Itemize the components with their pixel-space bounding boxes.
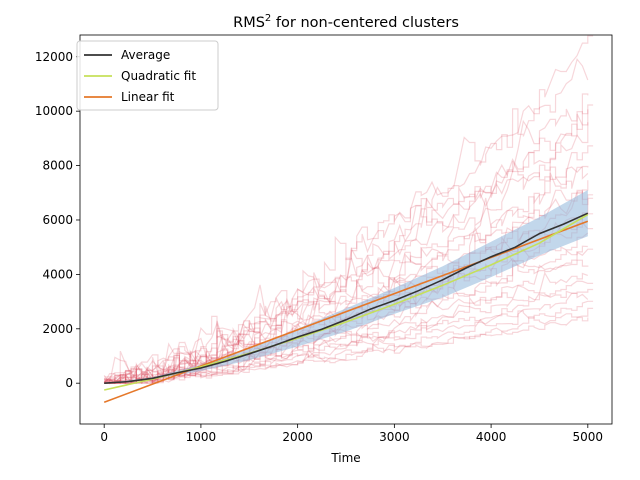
individual-run-line [104,165,589,384]
individual-run-line [103,58,589,384]
individual-run-line [103,93,589,384]
individual-run-line [103,300,594,385]
individual-run-line [104,307,594,384]
y-tick-label: 12000 [35,50,73,64]
individual-run-line [104,259,589,384]
chart-title-main: RMS [233,15,265,31]
individual-run-line [103,145,594,384]
legend-entry-label: Linear fit [121,90,175,104]
x-tick-label: 4000 [476,430,507,444]
x-tick-label: 1000 [186,430,217,444]
x-axis-label: Time [330,451,360,465]
x-tick-label: 5000 [573,430,604,444]
y-tick-label: 6000 [42,213,73,227]
y-tick-label: 8000 [42,159,73,173]
plot-area-frame [79,34,613,425]
individual-run-line [104,271,588,384]
y-tick-label: 0 [65,376,73,390]
individual-run-line [104,113,589,384]
x-tick-label: 0 [100,430,108,444]
legend-entry-label: Average [121,48,170,62]
series-line-average [104,212,589,384]
chart-title-suffix: for non-centered clusters [271,15,459,31]
individual-run-line [103,104,594,384]
individual-run-line [103,108,589,385]
x-tick-label: 2000 [282,430,313,444]
individual-run-line [104,180,589,384]
chart-title-superscript: 2 [265,13,271,24]
individual-run-line [104,316,589,384]
chart-title: RMS2 for non-centered clusters [233,13,459,31]
fit-lines [103,212,589,403]
y-tick-label: 4000 [42,267,73,281]
x-axis-ticks: 0 1000 2000 3000 4000 5000 [100,424,603,444]
individual-run-line [104,35,594,384]
individual-run-line [104,166,589,384]
individual-run-line [104,288,594,384]
legend-box [76,40,219,111]
legend: Average Quadratic fit Linear fit [76,40,219,111]
legend-entry-label: Quadratic fit [121,69,196,83]
y-tick-label: 10000 [35,104,73,118]
individual-run-line [104,280,594,384]
y-axis-ticks: 0 2000 4000 6000 8000 10000 12000 [35,50,80,390]
x-tick-label: 3000 [379,430,410,444]
legend-items: Average Quadratic fit Linear fit [84,48,196,104]
y-tick-label: 2000 [42,322,73,336]
